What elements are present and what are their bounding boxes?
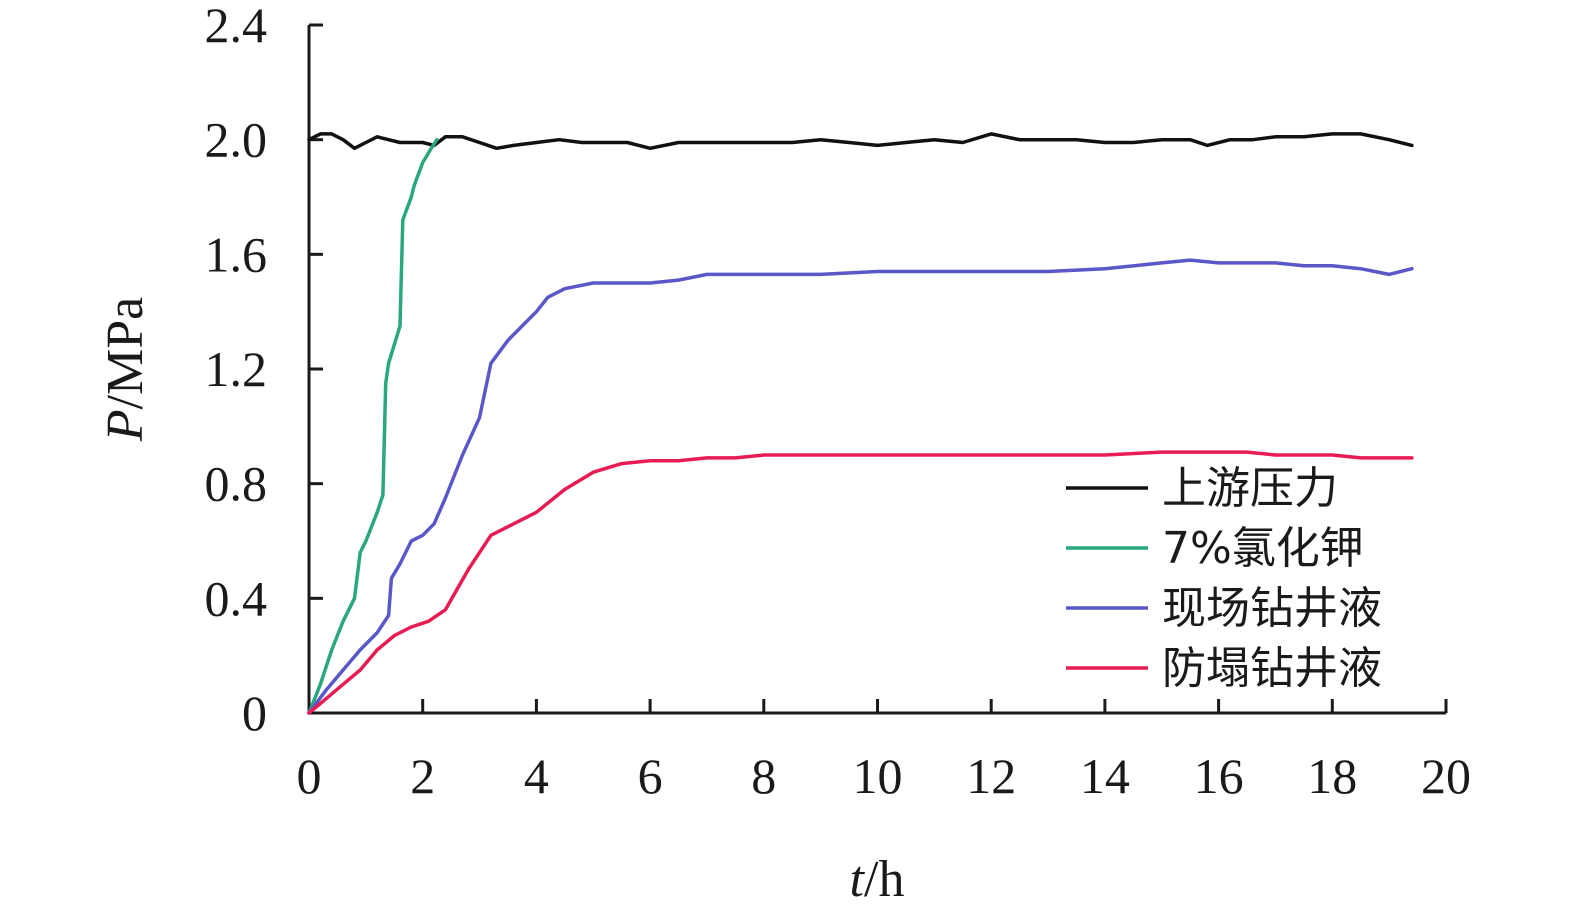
x-tick-label: 10 [853, 748, 903, 804]
y-tick-label: 1.2 [205, 341, 268, 397]
x-axis-label: t/h [850, 851, 905, 908]
x-tick-label: 2 [410, 748, 435, 804]
y-axis-label-var: P [97, 409, 154, 442]
legend-label: 防塌钻井液 [1162, 643, 1382, 694]
x-axis-label-var: t [850, 851, 866, 908]
y-ticks: 0 0.4 0.8 1.2 1.6 2.0 2.4 [205, 0, 323, 741]
x-ticks: 0 2 4 6 8 10 12 14 16 18 20 [297, 699, 1471, 804]
y-tick-label: 0.8 [205, 456, 268, 512]
series-line-3 [307, 450, 1414, 715]
y-tick-label: 2.0 [205, 112, 268, 168]
series-line-2 [307, 258, 1414, 715]
y-tick-label: 0.4 [205, 570, 268, 626]
y-tick-label: 0 [242, 685, 267, 741]
legend-label: 上游压力 [1162, 463, 1338, 514]
legend-label: 7%氯化钾 [1162, 523, 1364, 574]
series-lines [307, 132, 1414, 715]
legend-label: 现场钻井液 [1162, 583, 1382, 634]
series-line-0 [307, 132, 1414, 151]
series-line-1 [307, 137, 439, 715]
x-tick-label: 18 [1307, 748, 1357, 804]
y-tick-label: 1.6 [205, 226, 268, 282]
y-axis-label: P/MPa [97, 297, 154, 442]
x-tick-label: 16 [1194, 748, 1244, 804]
x-axis-label-unit: /h [864, 851, 904, 908]
x-tick-label: 8 [751, 748, 776, 804]
x-tick-label: 20 [1421, 748, 1471, 804]
x-tick-label: 12 [966, 748, 1016, 804]
x-tick-label: 4 [524, 748, 549, 804]
x-tick-label: 6 [638, 748, 663, 804]
y-axis-label-unit: /MPa [97, 297, 154, 410]
x-tick-label: 0 [297, 748, 322, 804]
y-tick-label: 2.4 [205, 0, 268, 53]
x-tick-label: 14 [1080, 748, 1130, 804]
